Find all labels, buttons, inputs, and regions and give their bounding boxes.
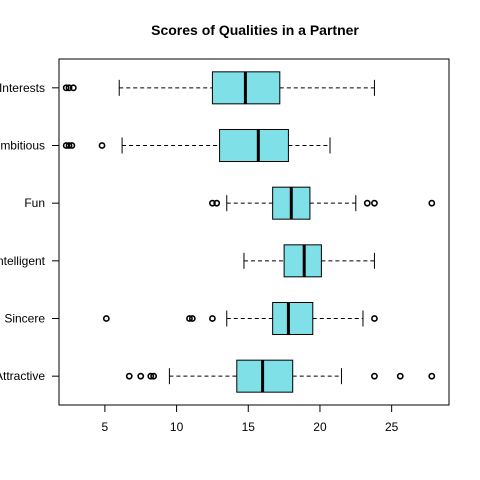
- outlier-point: [147, 372, 155, 380]
- box-ambitious: [62, 129, 331, 162]
- x-tick-label: 20: [313, 420, 327, 434]
- outlier-point: [428, 199, 436, 207]
- outlier-point: [125, 372, 133, 380]
- outlier-point: [363, 199, 371, 207]
- x-axis: 5 10 15 20 25: [102, 404, 399, 434]
- x-tick-label: 15: [242, 420, 256, 434]
- outlier-point: [396, 372, 404, 380]
- iqr-box: [272, 302, 314, 335]
- chart-marks: [62, 71, 436, 393]
- iqr-box: [219, 129, 289, 162]
- outlier-point: [213, 199, 221, 207]
- y-tick-label: Fun: [24, 196, 45, 210]
- plot-frame: [58, 58, 450, 406]
- chart-title: Scores of Qualities in a Partner: [151, 22, 359, 38]
- outlier-point: [98, 142, 106, 149]
- outlier-point: [209, 315, 216, 322]
- box-fun: [209, 186, 436, 220]
- y-axis-labels: Attractive Sincere Intelligent Fun mbitious I…: [0, 81, 59, 383]
- box-intelligent: [243, 244, 375, 278]
- outlier-point: [150, 372, 158, 380]
- x-tick-label: 5: [102, 420, 109, 434]
- box-attractive: [125, 359, 436, 393]
- outlier-point: [371, 315, 378, 322]
- outlier-point: [62, 84, 70, 92]
- outlier-point: [65, 142, 73, 149]
- y-tick-label: Sincere: [4, 312, 45, 326]
- y-tick-label: mbitious: [0, 139, 45, 153]
- y-tick-label: Attractive: [0, 369, 45, 383]
- box-sincere: [102, 302, 378, 335]
- outlier-point: [137, 372, 145, 380]
- outlier-point: [186, 315, 193, 322]
- outlier-point: [69, 84, 77, 92]
- iqr-box: [236, 359, 294, 393]
- outlier-point: [65, 84, 73, 92]
- y-tick-label: Interests: [0, 81, 45, 95]
- x-tick-label: 25: [385, 420, 399, 434]
- box-interests: [62, 71, 375, 105]
- outlier-point: [428, 372, 436, 380]
- y-tick-label: Intelligent: [0, 254, 46, 268]
- outlier-point: [68, 142, 76, 149]
- outlier-point: [102, 315, 110, 322]
- x-tick-label: 10: [170, 420, 184, 434]
- outlier-point: [188, 315, 196, 322]
- outlier-point: [371, 372, 378, 380]
- outlier-point: [209, 199, 216, 207]
- outlier-point: [371, 199, 378, 207]
